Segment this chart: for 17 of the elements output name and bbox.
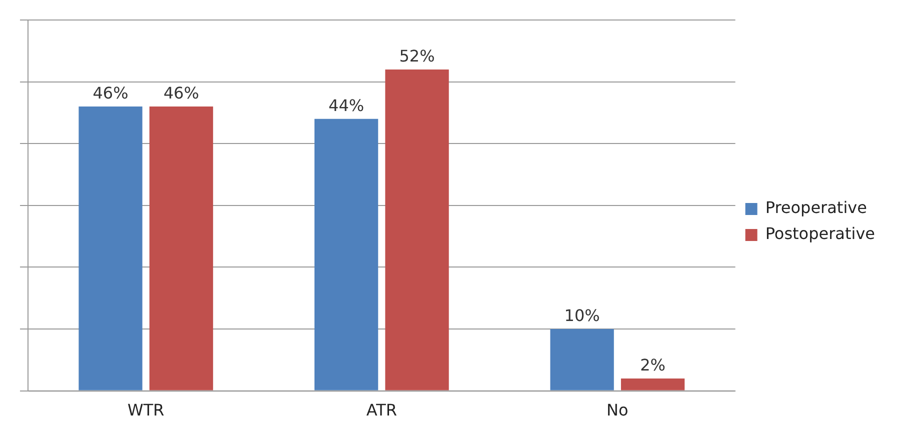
bar — [78, 106, 142, 390]
data-label: 46% — [92, 84, 128, 103]
bar — [550, 329, 614, 390]
data-label: 46% — [163, 84, 200, 103]
data-label: 10% — [564, 306, 600, 326]
data-label: 2% — [640, 356, 666, 375]
bar — [620, 378, 685, 390]
x-tick-label: No — [606, 400, 628, 420]
x-tick-label: WTR — [128, 400, 164, 420]
data-label: 52% — [399, 46, 435, 66]
legend-label: Postoperative — [765, 224, 876, 244]
bar — [314, 118, 378, 390]
x-tick-label: ATR — [366, 400, 397, 420]
data-label: 44% — [328, 96, 364, 116]
bar — [385, 69, 449, 390]
bar — [149, 106, 214, 390]
legend-label: Preoperative — [765, 198, 867, 218]
